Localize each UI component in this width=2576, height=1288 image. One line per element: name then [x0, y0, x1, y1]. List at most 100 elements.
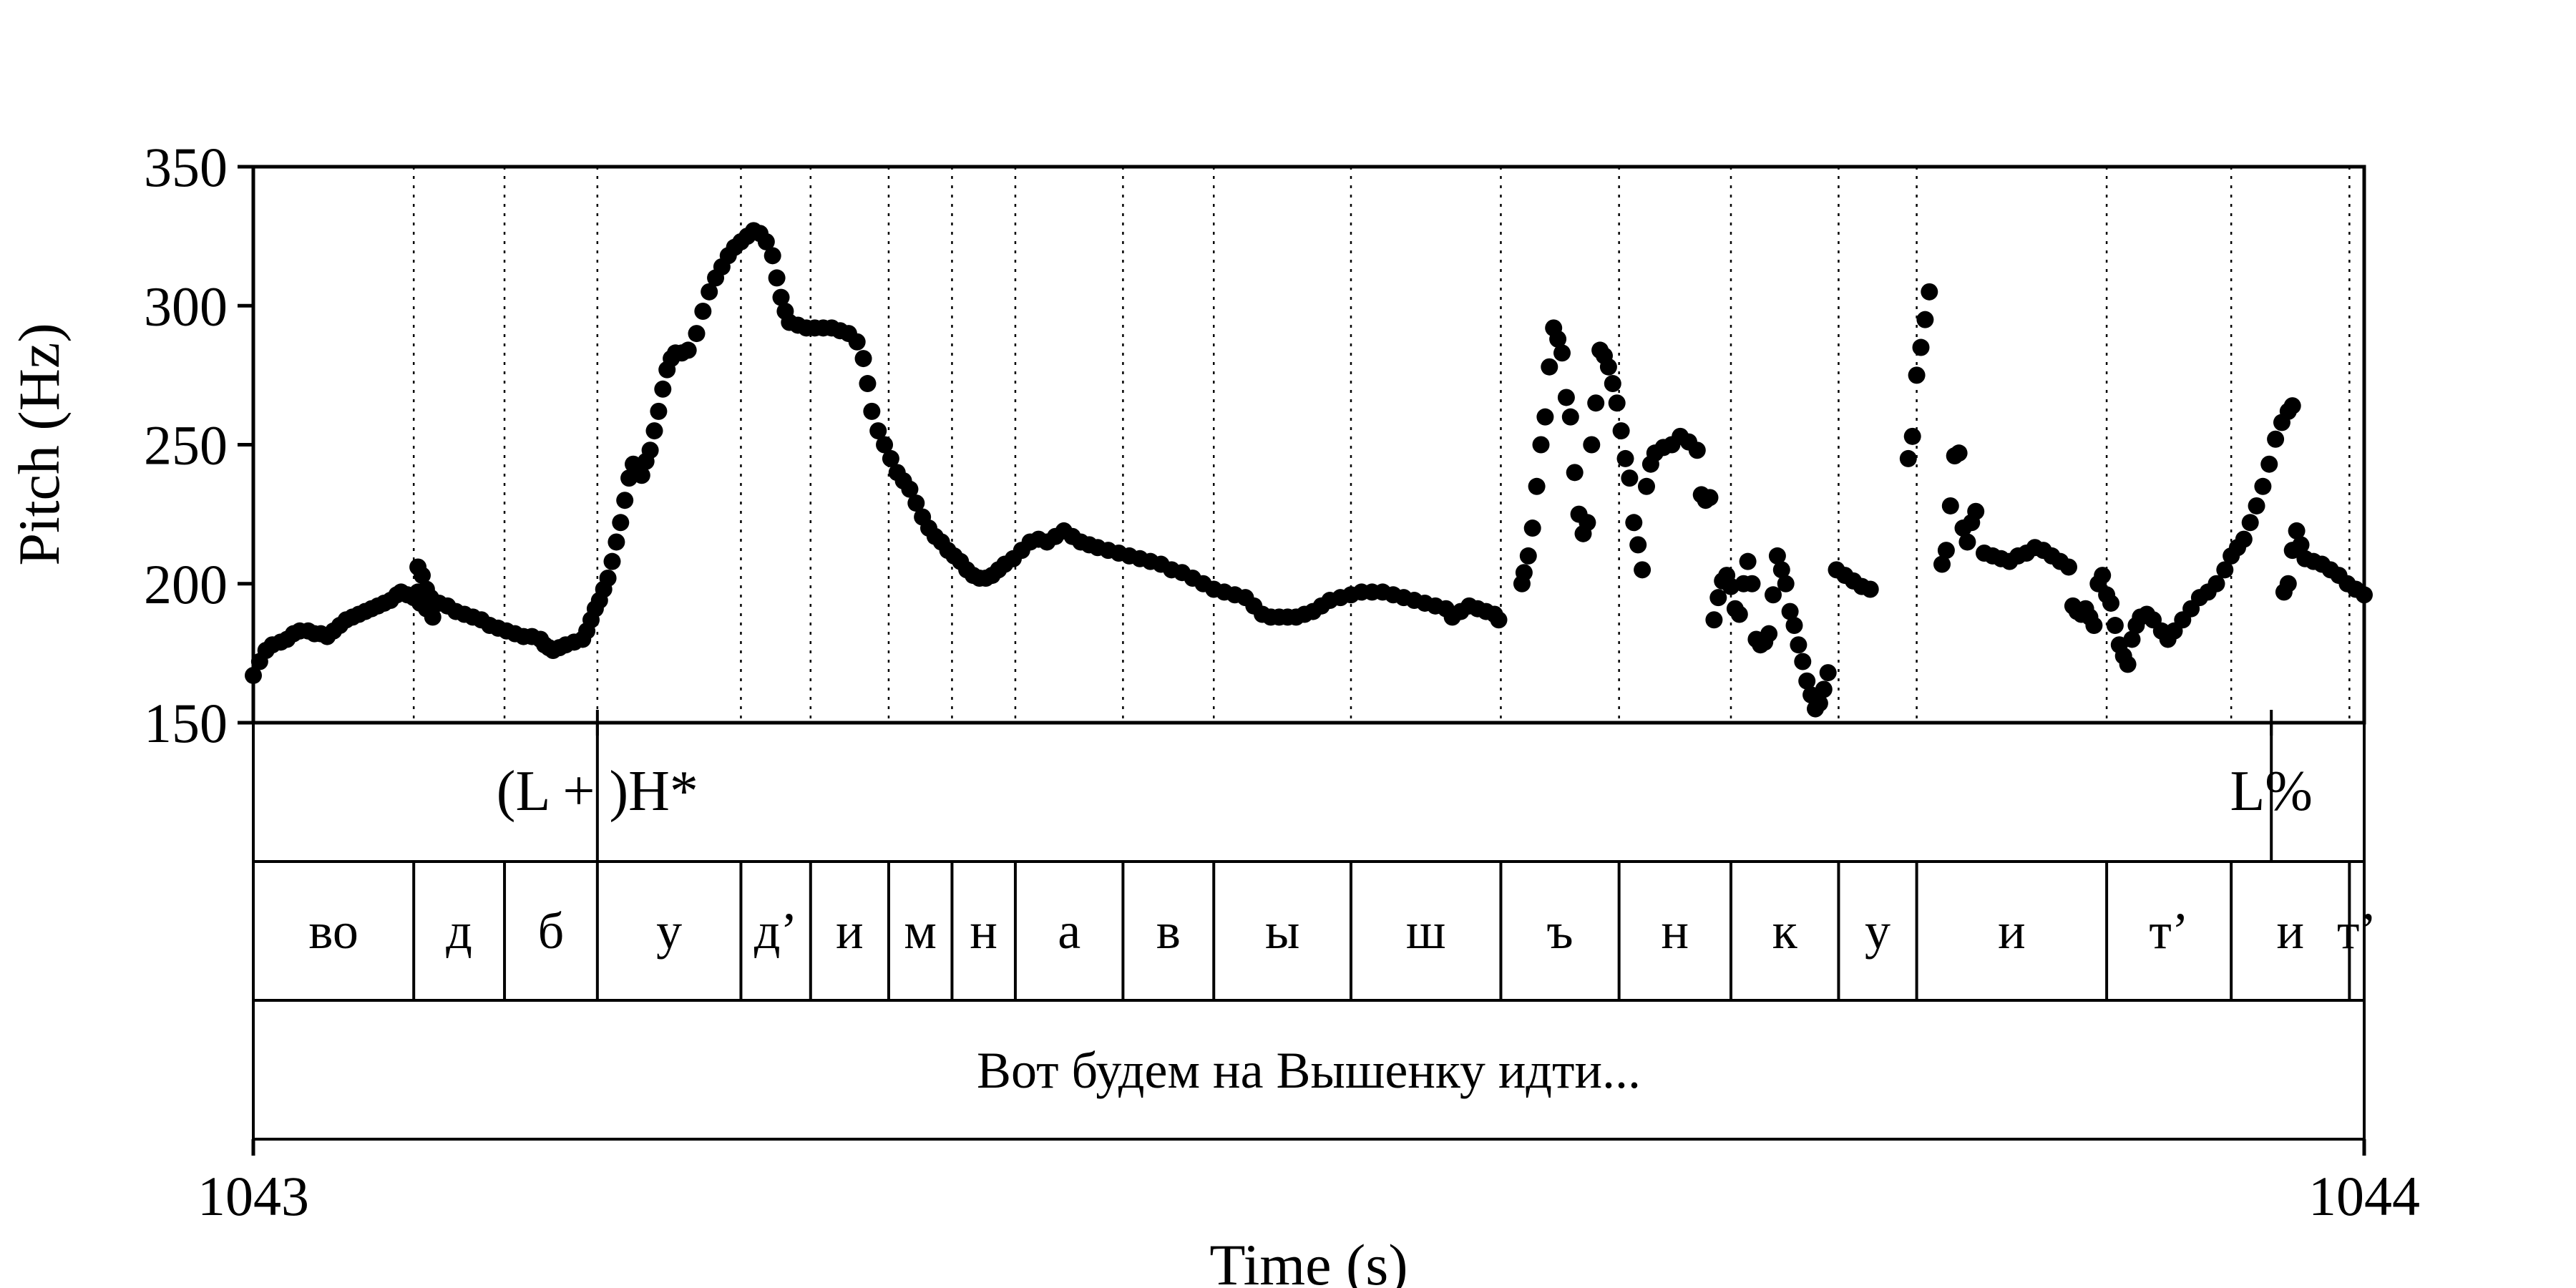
pitch-point: [1709, 589, 1727, 607]
pitch-point: [1629, 536, 1647, 554]
pitch-point: [1790, 636, 1807, 654]
pitch-point: [1743, 575, 1761, 592]
pitch-point: [1765, 586, 1782, 604]
pitch-point: [701, 283, 718, 301]
pitch-point: [679, 341, 697, 359]
pitch-point: [633, 467, 650, 484]
segment-label: во: [308, 902, 358, 960]
x-tick-label: 1043: [197, 1165, 309, 1227]
pitch-point: [2102, 594, 2119, 612]
pitch-point: [1921, 283, 1938, 301]
pitch-point: [1549, 330, 1567, 348]
y-tick-label: 250: [144, 414, 228, 477]
pitch-point: [2283, 397, 2301, 415]
segment-label: а: [1058, 902, 1080, 960]
tone-label: L%: [2230, 760, 2313, 823]
pitch-point: [1937, 542, 1955, 560]
pitch-point: [1730, 605, 1748, 623]
pitch-point: [1908, 366, 1926, 384]
pitch-point: [1916, 311, 1934, 328]
pitch-point: [1781, 602, 1799, 620]
pitch-point: [1579, 514, 1596, 532]
pitch-point: [768, 269, 786, 287]
pitch-point: [1899, 449, 1917, 467]
pitch-point: [612, 514, 630, 532]
pitch-point: [1608, 394, 1626, 412]
segment-label: т’: [2149, 902, 2188, 960]
pitch-point: [1810, 694, 1828, 712]
pitch-point: [616, 492, 634, 509]
segment-label: ш: [1406, 902, 1445, 960]
pitch-point: [859, 375, 877, 393]
segment-label: т’: [2337, 902, 2376, 960]
utterance-tier-frame: [252, 999, 2366, 1141]
pitch-point: [424, 608, 441, 626]
segment-label: ы: [1265, 902, 1299, 960]
pitch-points: [245, 222, 2373, 718]
pitch-point: [1705, 611, 1723, 629]
pitch-point: [2106, 617, 2124, 635]
pitch-point: [848, 333, 866, 351]
pitch-point: [1760, 625, 1778, 643]
pitch-point: [1967, 502, 1985, 520]
pitch-point: [763, 247, 781, 265]
pitch-point: [1794, 653, 1812, 670]
y-tick-label: 300: [144, 275, 228, 337]
tone-tier: (L + )H* L%: [497, 710, 2313, 862]
pitch-point: [1490, 611, 1508, 629]
pitch-point: [1621, 469, 1639, 487]
pitch-point: [901, 480, 919, 498]
pitch-point: [1941, 497, 1959, 514]
utterance-label: Вот будем на Вышенку идти...: [977, 1042, 1641, 1099]
pitch-point: [599, 569, 617, 587]
segment-label: к: [1772, 902, 1798, 960]
pitch-point: [1599, 358, 1617, 376]
pitch-point: [688, 325, 706, 343]
y-axis: 150 200 250 300 350: [144, 136, 253, 754]
segment-tier: во д б у д’ и м н а в ы ш ъ н к у и т’ и т’: [308, 862, 2376, 1000]
segment-tier-frame: [252, 860, 2366, 1002]
y-tick-label: 350: [144, 136, 228, 198]
pitch-point: [2123, 630, 2141, 648]
pitch-point: [1933, 555, 1951, 573]
pitch-point: [1798, 672, 1816, 690]
pitch-point: [1815, 680, 1833, 698]
pitch-point: [1638, 477, 1655, 495]
segment-label: в: [1156, 902, 1181, 960]
x-tick-label: 1044: [2308, 1165, 2420, 1227]
pitch-point: [1950, 444, 1968, 462]
pitch-point: [694, 303, 712, 321]
segment-label: и: [2276, 902, 2304, 960]
pitch-point: [1861, 580, 1879, 598]
pitch-point: [869, 422, 887, 440]
segment-label: у: [656, 902, 682, 960]
pitch-point: [1772, 561, 1790, 579]
segment-label: д: [446, 902, 472, 960]
pitch-point: [2235, 530, 2253, 548]
pitch-point: [2260, 455, 2278, 473]
pitch-point: [1515, 564, 1533, 582]
x-axis: 1043 1044: [197, 1139, 2420, 1227]
pitch-point: [1785, 617, 1803, 635]
pitch-point: [1768, 547, 1786, 565]
pitch-point: [1566, 464, 1584, 482]
segment-label: м: [904, 902, 937, 960]
tone-label: (L + )H*: [497, 760, 698, 823]
pitch-point: [1912, 338, 1930, 356]
pitch-point: [1819, 664, 1837, 682]
pitch-point: [1903, 427, 1921, 445]
pitch-point: [2216, 561, 2234, 579]
pitch-point: [603, 552, 621, 570]
pitch-point: [1553, 344, 1571, 362]
pitch-point: [1536, 408, 1554, 426]
pitch-point: [2292, 536, 2310, 554]
pitch-point: [1777, 575, 1795, 592]
pitch-point: [2288, 522, 2306, 540]
pitch-point: [1634, 561, 1652, 579]
pitch-point: [2279, 575, 2297, 592]
pitch-point: [641, 441, 659, 459]
pitch-point: [1587, 394, 1605, 412]
pitch-point: [2248, 497, 2265, 514]
pitch-point: [654, 380, 672, 398]
